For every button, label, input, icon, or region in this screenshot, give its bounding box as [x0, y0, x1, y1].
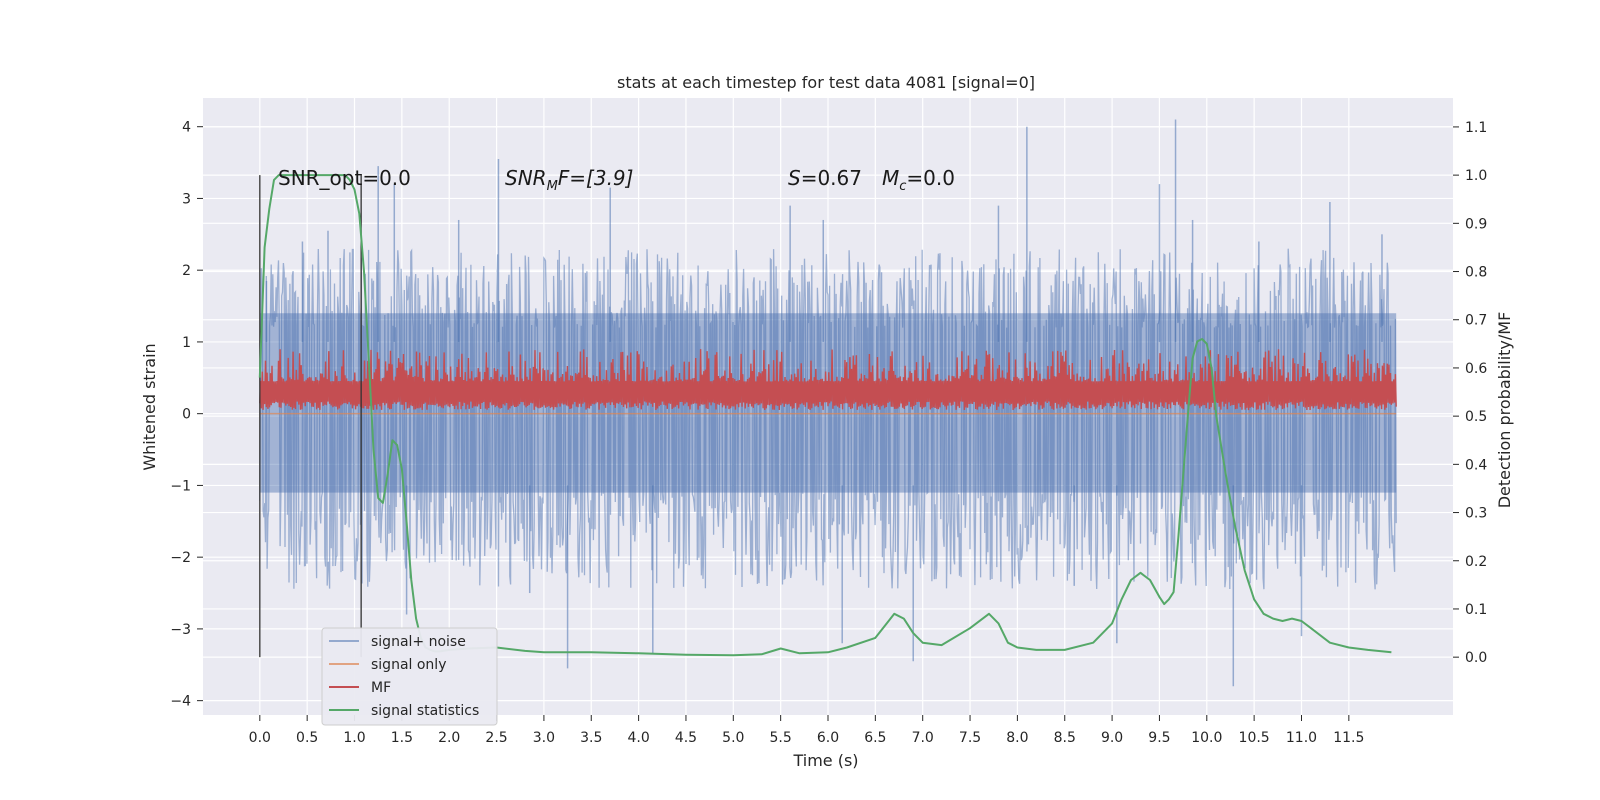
y-tick-label: −2	[170, 550, 191, 566]
y2-axis-label: Detection probability/MF	[1495, 312, 1514, 509]
y2-tick-label: 0.9	[1465, 216, 1487, 232]
y2-tick-label: 0.1	[1465, 602, 1487, 618]
y2-tick-label: 0.5	[1465, 409, 1487, 425]
y-tick-label: −1	[170, 478, 191, 494]
x-tick-label: 1.5	[391, 730, 413, 746]
y-tick-label: −4	[170, 694, 191, 710]
y-tick-label: 0	[182, 407, 191, 423]
legend-label-signal-statistics: signal statistics	[371, 703, 479, 719]
x-tick-label: 7.5	[959, 730, 981, 746]
marker-lines	[259, 175, 362, 658]
y2-tick-label: 0.7	[1465, 313, 1487, 329]
y2-tick-label: 1.1	[1465, 120, 1487, 136]
x-tick-label: 10.0	[1191, 730, 1222, 746]
legend: signal+ noise signal only MF signal stat…	[321, 627, 498, 726]
signal-statistics-line	[258, 174, 1392, 657]
x-tick-label: 2.0	[438, 730, 460, 746]
x-tick-label: 9.5	[1148, 730, 1170, 746]
y-tick-label: −3	[170, 622, 191, 638]
x-tick-label: 6.5	[864, 730, 886, 746]
legend-box	[321, 627, 498, 726]
y-tick-label: 3	[182, 191, 191, 207]
x-tick-label: 5.0	[722, 730, 744, 746]
legend-label-signal-noise: signal+ noise	[371, 634, 466, 650]
signal-statistics-series	[258, 174, 1392, 657]
x-tick-label: 5.5	[770, 730, 792, 746]
y-tick-label: 1	[182, 335, 191, 351]
y-axis-label: Whitened strain	[140, 343, 159, 470]
x-tick-label: 8.5	[1054, 730, 1076, 746]
x-tick-label: 6.0	[817, 730, 839, 746]
y2-tick-label: 1.0	[1465, 168, 1487, 184]
mf-line	[259, 349, 1397, 411]
x-tick-label: 0.0	[249, 730, 271, 746]
x-tick-label: 4.0	[627, 730, 649, 746]
x-tick-label: 2.5	[485, 730, 507, 746]
y2-tick-label: 0.8	[1465, 265, 1487, 281]
annotation-mc: Mc=0.0	[882, 166, 955, 194]
y-tick-label: 4	[182, 120, 191, 136]
annotation-snr-opt: SNR_opt=0.0	[278, 166, 411, 190]
x-tick-label: 10.5	[1239, 730, 1270, 746]
y2-tick-label: 0.6	[1465, 361, 1487, 377]
axis-ticks: 0.0 0.5 1.0 1.5 2.0 2.5 3.0 3.5 4.0 4.5 5.0 5.5 6.0 6…	[170, 120, 1487, 746]
x-tick-label: 3.5	[580, 730, 602, 746]
x-tick-label: 1.0	[343, 730, 365, 746]
x-tick-label: 3.0	[533, 730, 555, 746]
annotation-snr-mf: SNRMF=[3.9]	[505, 166, 633, 194]
legend-label-signal-only: signal only	[371, 657, 446, 673]
y-tick-label: 2	[182, 263, 191, 279]
y2-tick-label: 0.4	[1465, 457, 1487, 473]
y2-tick-label: 0.0	[1465, 650, 1487, 666]
x-tick-label: 4.5	[675, 730, 697, 746]
x-tick-label: 0.5	[296, 730, 318, 746]
x-tick-label: 7.0	[912, 730, 934, 746]
annotation-s: S=0.67	[788, 166, 862, 190]
x-tick-label: 8.0	[1006, 730, 1028, 746]
chart-title: stats at each timestep for test data 408…	[617, 73, 1035, 92]
x-tick-label: 11.5	[1333, 730, 1364, 746]
x-tick-label: 11.0	[1286, 730, 1317, 746]
y2-tick-label: 0.2	[1465, 554, 1487, 570]
mf-series	[259, 349, 1397, 411]
x-tick-label: 9.0	[1101, 730, 1123, 746]
x-axis-label: Time (s)	[792, 751, 858, 770]
y2-tick-label: 0.3	[1465, 506, 1487, 522]
legend-label-mf: MF	[371, 680, 391, 696]
